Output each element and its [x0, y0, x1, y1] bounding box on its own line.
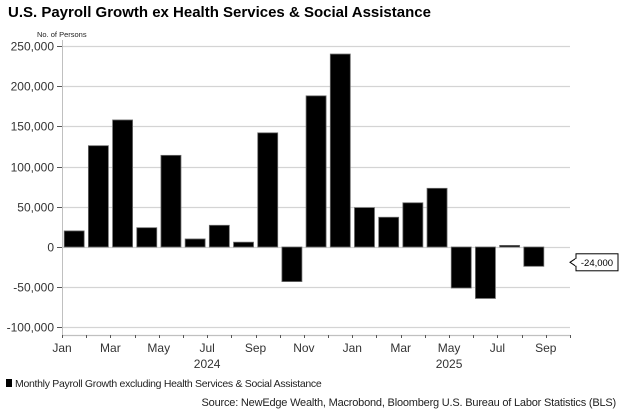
y-tick-label: 150,000: [11, 120, 55, 134]
bar-jul-2025: [499, 244, 521, 248]
y-tick-label: -100,000: [7, 321, 55, 335]
bar-jun-2024: [184, 238, 206, 248]
x-tick-label: Jan: [52, 341, 71, 355]
x-tick-label: Jul: [199, 341, 214, 355]
annotations: -24,000: [569, 253, 619, 272]
callout-label: -24,000: [581, 258, 613, 269]
bar-jan-2024: [63, 230, 85, 248]
y-tick-label: 250,000: [11, 40, 55, 54]
bar-may-2025: [450, 246, 472, 289]
legend: Monthly Payroll Growth excluding Health …: [6, 378, 322, 390]
bars: [63, 53, 545, 299]
bar-apr-2025: [426, 187, 448, 248]
y-tick-label: 100,000: [11, 161, 55, 175]
x-tick-label: Sep: [245, 341, 267, 355]
legend-label: Monthly Payroll Growth excluding Health …: [15, 378, 322, 390]
x-tick-label: Nov: [293, 341, 314, 355]
bar-mar-2024: [112, 119, 133, 248]
x-tick-label: Mar: [390, 341, 411, 355]
y-axis-unit-label: No. of Persons: [37, 30, 87, 39]
y-tick-label: -50,000: [13, 281, 54, 295]
x-tick-label: Jan: [343, 341, 362, 355]
bar-mar-2025: [402, 202, 424, 248]
x-year-label: 2024: [194, 357, 221, 371]
source-note: Source: NewEdge Wealth, Macrobond, Bloom…: [201, 397, 617, 409]
y-tick-label: 0: [47, 241, 54, 255]
bar-may-2024: [160, 154, 182, 248]
bar-oct-2024: [281, 246, 303, 282]
bar-aug-2025: [523, 246, 545, 267]
bar-jan-2025: [354, 207, 375, 248]
bar-feb-2024: [87, 145, 109, 248]
x-tick-label: May: [147, 341, 170, 355]
x-tick-label: Jul: [490, 341, 505, 355]
bar-feb-2025: [378, 216, 400, 248]
bar-aug-2024: [233, 241, 254, 248]
y-tick-label: 200,000: [11, 80, 55, 94]
value-callout: -24,000: [569, 253, 619, 272]
bar-apr-2024: [136, 227, 158, 248]
bar-dec-2024: [329, 53, 351, 248]
bar-jun-2025: [475, 246, 496, 299]
callout-pointer: [569, 257, 577, 267]
y-axis: 250,000 200,000 150,000 100,000 50,000 0 -50,0…: [7, 40, 63, 335]
x-tick-label: May: [438, 341, 461, 355]
legend-swatch-icon: [6, 379, 12, 387]
bar-sep-2024: [257, 132, 279, 248]
x-tick-label: Mar: [100, 341, 121, 355]
chart-title: U.S. Payroll Growth ex Health Services &…: [8, 4, 431, 21]
x-year-label: 2025: [436, 357, 463, 371]
bar-jul-2024: [208, 224, 230, 248]
y-tick-label: 50,000: [17, 201, 54, 215]
x-axis: Jan Mar May Jul Sep Nov Jan Mar May Jul Sep 2024 202…: [52, 334, 571, 371]
x-tick-label: Sep: [535, 341, 557, 355]
bar-nov-2024: [305, 95, 327, 248]
